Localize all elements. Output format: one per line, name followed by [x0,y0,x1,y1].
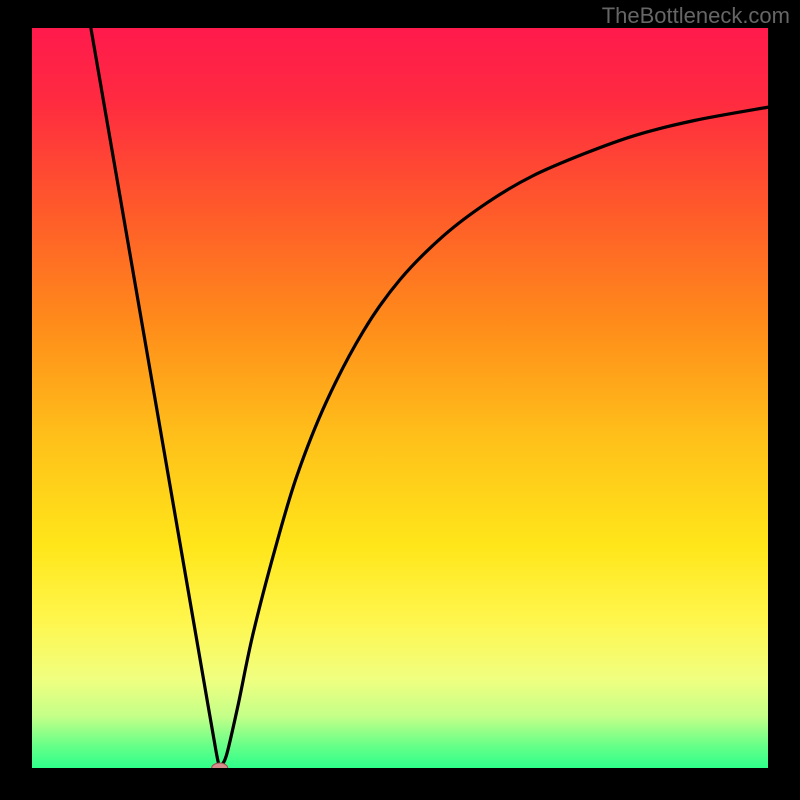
frame-bottom [0,768,800,800]
watermark-label: TheBottleneck.com [602,3,790,29]
plot-background [32,28,768,768]
frame-left [0,0,32,800]
chart-container: TheBottleneck.com [0,0,800,800]
frame-right [768,0,800,800]
bottleneck-chart [0,0,800,800]
